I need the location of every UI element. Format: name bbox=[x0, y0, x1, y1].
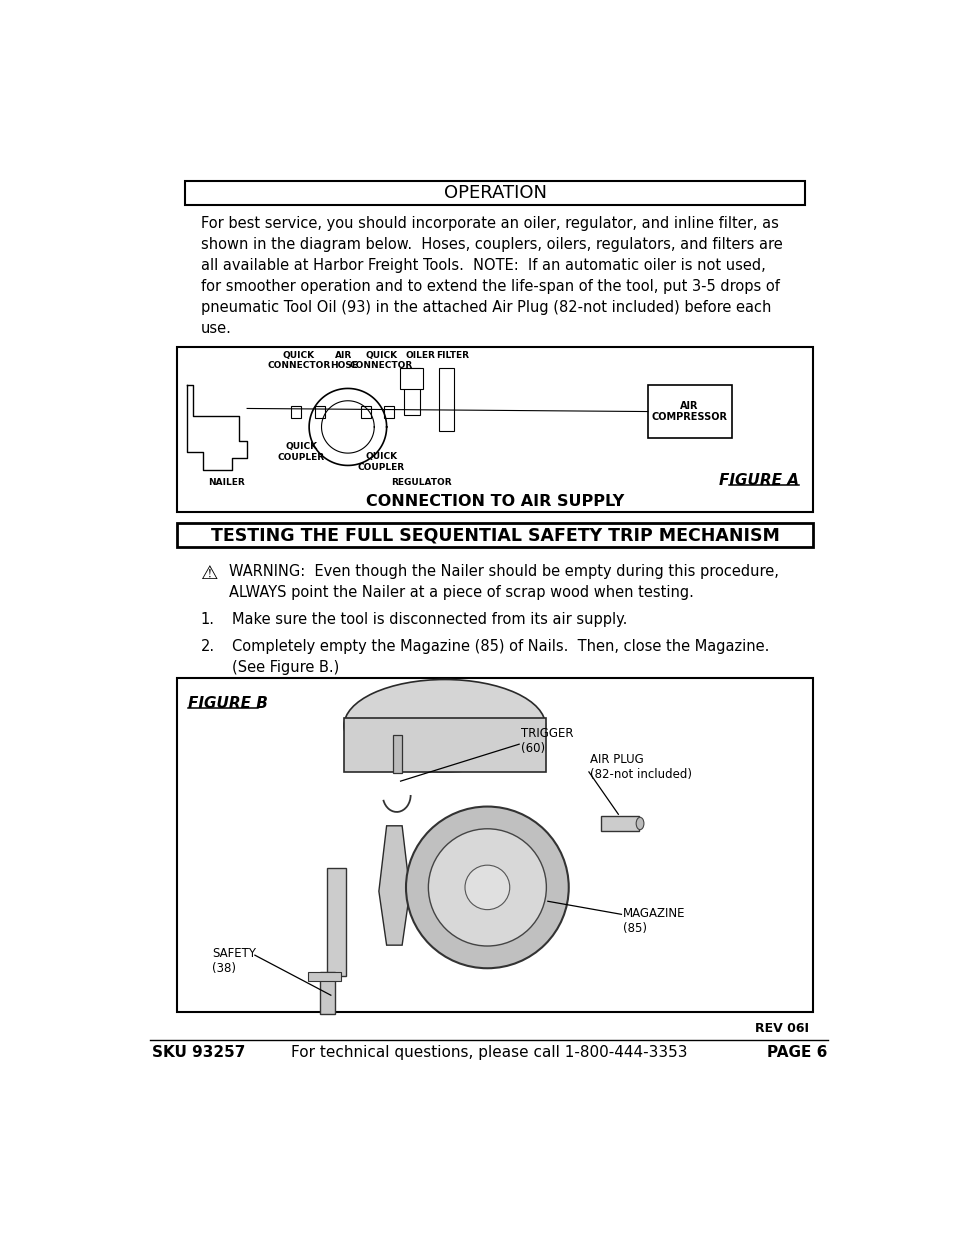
Text: FILTER: FILTER bbox=[436, 351, 469, 359]
Text: Make sure the tool is disconnected from its air supply.: Make sure the tool is disconnected from … bbox=[232, 611, 626, 626]
Text: SAFETY
(38): SAFETY (38) bbox=[212, 947, 256, 976]
Text: TESTING THE FULL SEQUENTIAL SAFETY TRIP MECHANISM: TESTING THE FULL SEQUENTIAL SAFETY TRIP … bbox=[211, 526, 779, 545]
Text: For technical questions, please call 1-800-444-3353: For technical questions, please call 1-8… bbox=[291, 1046, 686, 1061]
Bar bbox=[327, 868, 345, 976]
Text: TRIGGER
(60): TRIGGER (60) bbox=[520, 727, 573, 756]
Text: FIGURE A: FIGURE A bbox=[719, 473, 798, 488]
Text: ⚠: ⚠ bbox=[200, 564, 218, 583]
Text: QUICK
COUPLER: QUICK COUPLER bbox=[357, 452, 404, 472]
Ellipse shape bbox=[428, 829, 546, 946]
Bar bbox=[384, 406, 394, 417]
Bar bbox=[177, 347, 812, 511]
Text: SKU 93257: SKU 93257 bbox=[152, 1046, 245, 1061]
Bar bbox=[185, 180, 804, 205]
Bar bbox=[600, 816, 638, 831]
Text: AIR
COMPRESSOR: AIR COMPRESSOR bbox=[651, 400, 727, 422]
Text: 1.: 1. bbox=[200, 611, 214, 626]
Bar bbox=[360, 406, 371, 417]
Bar bbox=[404, 368, 419, 415]
Text: QUICK
CONNECTOR: QUICK CONNECTOR bbox=[267, 351, 331, 370]
Text: REGULATOR: REGULATOR bbox=[391, 478, 452, 487]
Text: OPERATION: OPERATION bbox=[443, 184, 546, 201]
Bar bbox=[393, 735, 402, 773]
Text: 2.: 2. bbox=[200, 640, 214, 655]
Text: Completely empty the Magazine (85) of Nails.  Then, close the Magazine.
(See Fig: Completely empty the Magazine (85) of Na… bbox=[232, 640, 768, 676]
Text: MAGAZINE
(85): MAGAZINE (85) bbox=[622, 906, 685, 935]
Ellipse shape bbox=[344, 679, 545, 772]
Bar bbox=[177, 678, 812, 1013]
Ellipse shape bbox=[636, 818, 643, 830]
Bar bbox=[177, 524, 812, 547]
Bar bbox=[344, 718, 545, 772]
Text: FIGURE B: FIGURE B bbox=[188, 695, 268, 711]
Text: PAGE 6: PAGE 6 bbox=[766, 1046, 827, 1061]
Bar bbox=[291, 406, 301, 417]
Text: AIR PLUG
(82-not included): AIR PLUG (82-not included) bbox=[590, 752, 692, 781]
Ellipse shape bbox=[464, 866, 509, 910]
Bar bbox=[314, 406, 324, 417]
Text: For best service, you should incorporate an oiler, regulator, and inline filter,: For best service, you should incorporate… bbox=[200, 216, 781, 336]
Bar bbox=[438, 368, 454, 431]
Text: QUICK
COUPLER: QUICK COUPLER bbox=[277, 442, 325, 462]
Polygon shape bbox=[378, 826, 410, 945]
Text: WARNING:  Even though the Nailer should be empty during this procedure,
ALWAYS p: WARNING: Even though the Nailer should b… bbox=[229, 564, 779, 600]
Text: AIR
HOSE: AIR HOSE bbox=[330, 351, 357, 370]
Bar bbox=[319, 972, 335, 1014]
Text: QUICK
CONNECTOR: QUICK CONNECTOR bbox=[349, 351, 413, 370]
Bar bbox=[647, 385, 731, 437]
Ellipse shape bbox=[406, 806, 568, 968]
Text: NAILER: NAILER bbox=[208, 478, 244, 487]
Bar bbox=[399, 368, 422, 389]
Bar bbox=[308, 972, 340, 982]
Text: REV 06I: REV 06I bbox=[754, 1023, 808, 1035]
Text: OILER: OILER bbox=[405, 351, 435, 359]
Text: CONNECTION TO AIR SUPPLY: CONNECTION TO AIR SUPPLY bbox=[366, 494, 623, 509]
